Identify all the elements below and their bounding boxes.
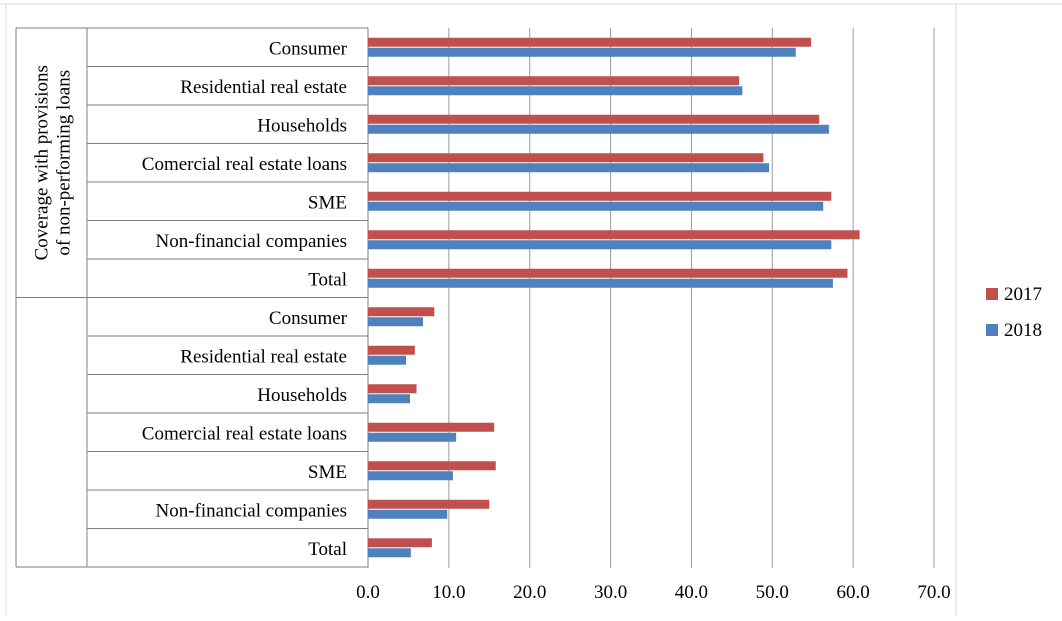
- bar-2018: [368, 355, 407, 365]
- bar-2018: [368, 394, 411, 404]
- bar-2017: [368, 422, 495, 432]
- bar-2017: [368, 307, 435, 317]
- bar-2017: [368, 153, 764, 163]
- x-tick-label: 70.0: [917, 582, 950, 603]
- legend-label-2017: 2017: [1004, 284, 1042, 305]
- bar-2017: [368, 345, 415, 355]
- bar-2017: [368, 538, 432, 548]
- bar-2018: [368, 471, 453, 481]
- legend-swatch-2018: [986, 324, 998, 336]
- category-label: Consumer: [269, 308, 348, 329]
- category-label: Residential real estate: [180, 77, 347, 98]
- x-tick-label: 30.0: [594, 582, 627, 603]
- bar-2018: [368, 548, 411, 558]
- category-label: Comercial real estate loans: [142, 423, 347, 444]
- x-tick-label: 10.0: [432, 582, 465, 603]
- bar-2018: [368, 240, 832, 250]
- bar-2017: [368, 37, 812, 47]
- bar-2017: [368, 230, 860, 240]
- bar-2017: [368, 76, 740, 86]
- group-label-0: Coverage with provisionsof non-performin…: [32, 65, 75, 260]
- group-label-line-2: of non-performing loans: [54, 70, 75, 256]
- category-label: Residential real estate: [180, 346, 347, 367]
- category-label: Households: [257, 385, 347, 406]
- category-label: Households: [257, 115, 347, 136]
- bar-2017: [368, 499, 490, 509]
- bar-2018: [368, 317, 423, 327]
- x-tick-label: 50.0: [756, 582, 789, 603]
- x-tick-label: 60.0: [837, 582, 870, 603]
- bar-2017: [368, 384, 417, 394]
- grid-layer: [367, 28, 935, 568]
- category-label: SME: [308, 192, 347, 213]
- category-label: Comercial real estate loans: [142, 154, 347, 175]
- category-label: Consumer: [269, 38, 348, 59]
- bar-layer: [368, 37, 860, 558]
- bar-2018: [368, 509, 448, 519]
- x-tick-label: 0.0: [356, 582, 380, 603]
- bar-2018: [368, 124, 829, 134]
- bar-2017: [368, 461, 496, 471]
- x-tick-label: 40.0: [675, 582, 708, 603]
- bar-2018: [368, 163, 770, 173]
- category-label: Non-financial companies: [155, 500, 347, 521]
- bar-2018: [368, 86, 743, 96]
- bar-2017: [368, 114, 820, 124]
- bar-2017: [368, 191, 832, 201]
- bar-2018: [368, 432, 457, 442]
- category-label: Non-financial companies: [155, 231, 347, 252]
- category-label: SME: [308, 462, 347, 483]
- bar-2018: [368, 278, 833, 288]
- category-label: Total: [308, 269, 347, 290]
- group-label-line-1: Coverage with provisions: [32, 65, 53, 260]
- bar-2018: [368, 47, 796, 57]
- label-table-frame: [0, 3, 1062, 616]
- legend-label-2018: 2018: [1004, 320, 1042, 341]
- category-label: Total: [308, 539, 347, 560]
- bar-2017: [368, 268, 848, 278]
- text-layer: 0.0 10.0 20.0 30.0 40.0 50.0 60.0 70.0 Consumer R…: [32, 38, 951, 603]
- legend-swatch-2017: [986, 288, 998, 300]
- bar-2018: [368, 201, 824, 211]
- x-tick-label: 20.0: [513, 582, 546, 603]
- legend: 2017 2018: [986, 284, 1042, 341]
